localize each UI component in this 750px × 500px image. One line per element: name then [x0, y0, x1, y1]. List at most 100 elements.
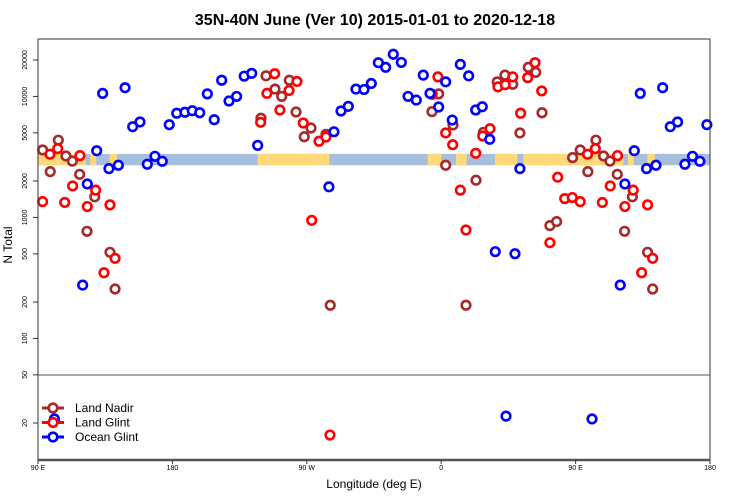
- y-tick-label: 10000: [22, 87, 29, 107]
- data-point: [484, 133, 496, 145]
- data-point: [446, 114, 458, 126]
- data-point: [74, 168, 86, 180]
- data-point: [283, 84, 295, 97]
- land-band-segment: [427, 153, 442, 166]
- legend-entry: Land Nadir: [42, 401, 134, 415]
- land-band-segment: [456, 153, 467, 166]
- data-point: [566, 191, 578, 204]
- data-point: [476, 101, 488, 113]
- data-point: [484, 123, 496, 135]
- y-tick-label: 2000: [22, 173, 29, 189]
- data-point: [90, 184, 102, 196]
- land-band-segment: [90, 153, 97, 166]
- data-point: [324, 299, 336, 311]
- data-point: [323, 181, 335, 193]
- legend-entry: Land Glint: [42, 416, 130, 430]
- data-point: [460, 299, 472, 311]
- data-point: [298, 131, 310, 143]
- data-point: [216, 74, 228, 86]
- data-point: [447, 139, 459, 151]
- data-point: [290, 106, 302, 118]
- data-point: [66, 155, 78, 167]
- y-tick-label: 200: [22, 296, 29, 308]
- chart-title: 35N-40N June (Ver 10) 2015-01-01 to 2020…: [195, 12, 555, 29]
- data-point: [380, 61, 392, 73]
- x-tick-label: 0: [439, 465, 443, 472]
- data-point: [67, 180, 79, 192]
- data-point: [544, 237, 556, 249]
- data-point: [103, 163, 115, 175]
- data-point: [567, 152, 579, 164]
- data-point: [641, 199, 654, 211]
- plot-frame: [37, 38, 711, 461]
- data-point: [636, 267, 648, 279]
- data-point: [619, 200, 631, 213]
- data-point: [127, 121, 139, 133]
- data-point: [260, 70, 272, 82]
- data-point: [417, 69, 429, 81]
- data-point: [551, 215, 563, 228]
- data-point: [536, 85, 548, 97]
- y-tick-label: 50: [22, 371, 29, 379]
- data-point: [98, 267, 110, 279]
- data-point: [342, 100, 354, 112]
- data-point: [627, 184, 639, 196]
- data-point: [619, 178, 631, 190]
- data-point: [44, 166, 56, 178]
- data-point: [611, 168, 623, 180]
- data-point: [470, 147, 482, 159]
- land-band-segment: [257, 153, 330, 166]
- y-axis-ticks: 20000 10000 5000 2000 1000 500 200 100 50 20: [22, 50, 38, 427]
- data-point: [640, 163, 653, 175]
- data-point: [628, 145, 640, 157]
- x-axis-label: Longitude (deg E): [326, 477, 421, 491]
- x-tick-label: 90 W: [299, 465, 316, 472]
- data-point: [291, 75, 303, 88]
- data-point: [52, 143, 64, 155]
- data-point: [432, 71, 444, 83]
- data-point: [104, 199, 116, 211]
- data-point: [274, 104, 286, 116]
- y-tick-label: 5000: [22, 125, 29, 141]
- data-point: [647, 283, 659, 295]
- data-point: [276, 90, 288, 103]
- legend-marker: [47, 402, 59, 414]
- data-point: [81, 200, 93, 213]
- data-point: [269, 68, 281, 80]
- data-point: [77, 279, 89, 291]
- data-point: [604, 180, 616, 192]
- data-point: [201, 88, 213, 100]
- data-point: [499, 79, 511, 91]
- data-point: [460, 224, 472, 236]
- data-point: [586, 413, 598, 425]
- data-point: [552, 171, 564, 183]
- y-axis-label: N Total: [1, 226, 15, 263]
- data-point: [440, 127, 452, 139]
- x-tick-label: 90 E: [568, 465, 583, 472]
- legend-label: Land Glint: [75, 416, 130, 430]
- data-point: [119, 82, 131, 94]
- data-point: [589, 143, 601, 155]
- data-point: [596, 196, 608, 209]
- data-point: [581, 148, 594, 160]
- data-point: [424, 87, 436, 99]
- land-band-segment: [494, 153, 518, 166]
- legend-entry: Ocean Glint: [42, 430, 139, 444]
- data-point: [208, 114, 220, 126]
- data-point: [701, 119, 713, 131]
- data-point: [328, 126, 340, 138]
- data-point: [514, 163, 526, 175]
- data-point: [365, 77, 377, 90]
- data-point: [320, 131, 332, 143]
- data-point: [109, 252, 121, 264]
- data-point: [395, 56, 407, 69]
- series-land-nadir: [37, 61, 659, 311]
- legend-label: Land Nadir: [75, 401, 134, 415]
- x-axis-ticks: 90 E 180 90 W 0 90 E 180: [31, 460, 716, 472]
- data-point: [44, 148, 56, 160]
- data-point: [686, 150, 699, 162]
- data-point: [514, 127, 526, 139]
- data-point: [231, 90, 243, 103]
- legend-marker: [47, 416, 59, 429]
- data-point: [59, 196, 71, 209]
